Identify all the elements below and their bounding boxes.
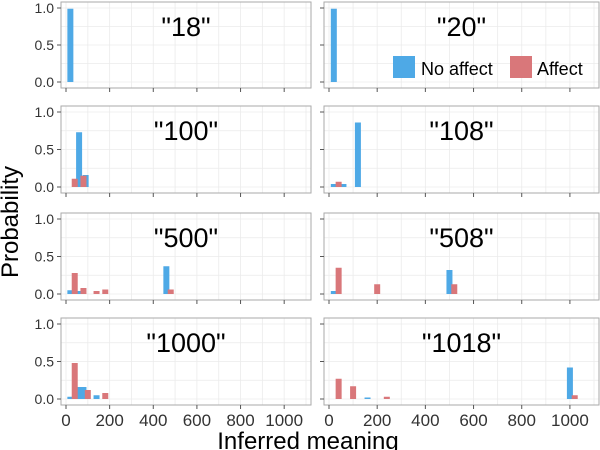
bar-no-affect [340,184,347,187]
bar-affect [80,175,87,187]
x-tick-label: 200 [363,411,391,430]
bar-affect [102,289,109,294]
y-tick-label: 0.5 [35,354,55,370]
legend: No affect Affect [393,56,583,79]
x-tick-label: 600 [183,411,211,430]
facet-title: "108" [429,116,493,146]
bar-no-affect [80,387,87,399]
bar-affect [167,289,174,294]
y-tick-label: 0.0 [35,286,55,302]
y-tick-label: 1.0 [35,211,55,227]
y-tick-label: 0.0 [35,391,55,407]
bar-affect [93,291,100,294]
x-tick-label: 0 [61,411,70,430]
legend-key-no-affect [393,56,415,78]
y-tick-label: 0.5 [35,142,55,158]
facet-title: "18" [161,12,210,42]
facet-title: "1000" [146,328,225,358]
bar-affect [80,288,87,294]
x-tick-label: 800 [226,411,254,430]
y-tick-label: 0.5 [35,37,55,53]
bar-affect [335,181,342,187]
facet-panel: 0.0 0.5 1.0 "18" [35,0,312,92]
bar-affect [350,386,357,399]
bar-no-affect [67,396,74,399]
bar-no-affect [67,290,74,294]
bar-affect [71,178,78,187]
y-axis-label: Probability [0,166,24,278]
x-tick-label: 400 [411,411,439,430]
bar-no-affect [330,291,337,294]
y-tick-label: 1.0 [35,316,55,332]
y-tick-label: 1.0 [35,0,55,16]
facet-panel: "108" [320,105,600,197]
legend-label-affect: Affect [537,59,583,79]
facet-panel: "508" [320,212,600,304]
bar-no-affect [67,8,74,83]
x-tick-label: 1000 [265,411,303,430]
facet-panel: "20" [320,1,600,92]
facet-title: "500" [154,223,218,253]
bar-affect [335,378,342,399]
bar-no-affect [446,270,453,294]
bar-affect [383,396,390,399]
bar-no-affect [76,132,83,187]
facet-title: "100" [154,116,218,146]
facet-panel: 0.0 0.5 1.0 0 200 400 600 800 1000 "1000" [35,316,312,430]
bar-affect [71,273,78,294]
bar-affect [84,390,91,399]
bar-no-affect [566,367,573,399]
x-tick-label: 400 [139,411,167,430]
bar-no-affect [330,184,337,187]
x-tick-label: 200 [95,411,123,430]
bar-affect [451,284,458,294]
bar-no-affect [330,8,337,83]
facet-panel: 0.0 0.5 1.0 "100" [35,104,312,197]
bar-no-affect [93,395,100,399]
facet-title: "1018" [422,328,501,358]
bar-no-affect [76,387,83,399]
bar-affect [102,393,109,399]
x-tick-label: 800 [508,411,536,430]
bar-no-affect [76,291,83,294]
bar-no-affect [163,266,170,294]
y-tick-label: 0.5 [35,249,55,265]
legend-label-no-affect: No affect [421,59,493,79]
bar-affect [71,363,78,399]
bar-no-affect [354,122,361,187]
x-tick-label: 1000 [551,411,589,430]
x-tick-label: 0 [324,411,333,430]
bar-affect [335,267,342,294]
x-tick-label: 600 [459,411,487,430]
bar-no-affect [364,397,371,399]
y-tick-label: 0.0 [35,179,55,195]
legend-key-affect [510,56,532,78]
facet-title: "20" [437,12,486,42]
facet-panel: 0.0 0.5 1.0 "500" [35,211,312,304]
bar-affect [374,284,381,294]
facet-title: "508" [429,223,493,253]
facet-panel: 0 200 400 600 800 1000 "1018" [320,317,600,430]
y-tick-label: 0.0 [35,74,55,90]
y-tick-label: 1.0 [35,104,55,120]
bar-affect [571,395,578,399]
x-axis-label: Inferred meaning [217,428,398,450]
